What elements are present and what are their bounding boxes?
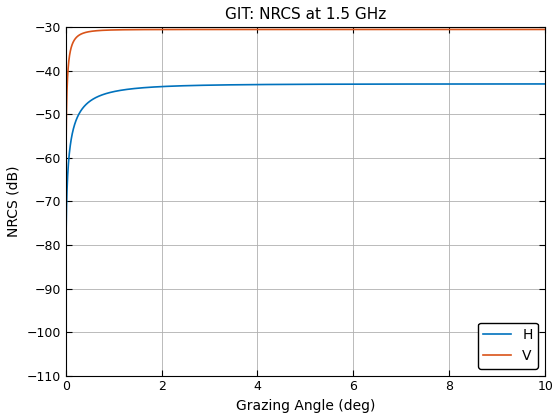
H bbox=[156, 84, 163, 89]
Legend: H, V: H, V bbox=[478, 323, 538, 369]
Title: GIT: NRCS at 1.5 GHz: GIT: NRCS at 1.5 GHz bbox=[225, 7, 386, 22]
V bbox=[156, 27, 163, 32]
V bbox=[510, 27, 517, 32]
Y-axis label: NRCS (dB): NRCS (dB) bbox=[7, 166, 21, 237]
X-axis label: Grazing Angle (deg): Grazing Angle (deg) bbox=[236, 399, 375, 413]
V bbox=[542, 27, 548, 32]
V bbox=[394, 27, 400, 32]
V bbox=[507, 27, 514, 32]
H bbox=[510, 81, 517, 87]
V bbox=[294, 27, 301, 32]
H bbox=[542, 81, 548, 87]
H bbox=[507, 81, 514, 87]
Line: H: H bbox=[66, 84, 545, 341]
V bbox=[62, 338, 69, 343]
V bbox=[494, 27, 501, 32]
H bbox=[494, 81, 501, 87]
Line: V: V bbox=[66, 29, 545, 341]
H bbox=[62, 338, 69, 343]
H bbox=[394, 81, 400, 87]
H bbox=[294, 82, 301, 87]
